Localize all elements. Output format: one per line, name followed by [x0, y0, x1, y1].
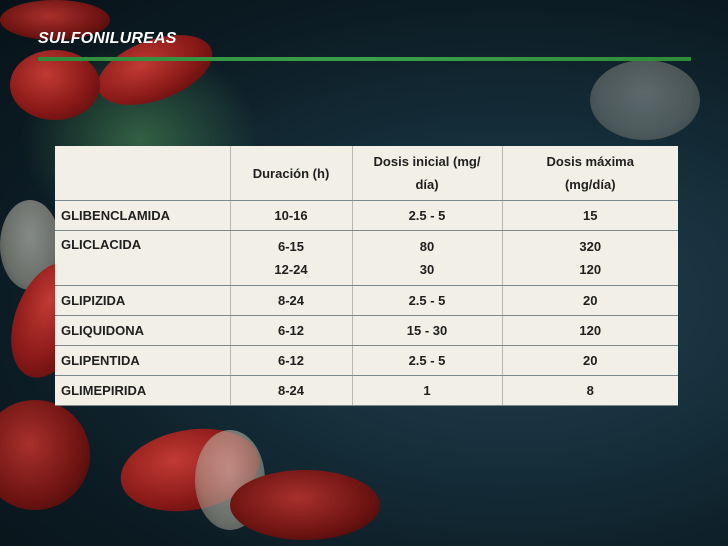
duracion-value: 8-24 — [230, 375, 353, 406]
blood-cell — [230, 470, 380, 540]
header-empty — [55, 146, 231, 201]
pale-cell — [590, 60, 700, 140]
drug-name: GLICLACIDA — [55, 230, 231, 286]
table-row: GLIPIZIDA 8-24 2.5 - 5 20 — [55, 285, 678, 316]
drug-name: GLIPIZIDA — [55, 285, 231, 316]
blood-cell — [0, 0, 110, 40]
duracion-value: 10-16 — [230, 200, 353, 231]
duracion-value: 6-12 — [230, 315, 353, 346]
header-dosis-inicial: Dosis inicial (mg/ día) — [352, 146, 503, 201]
duracion-value: 8-24 — [230, 285, 353, 316]
drug-name: GLIPENTIDA — [55, 345, 231, 376]
dosis-maxima-value: 20 — [502, 285, 678, 316]
table-row: GLIPENTIDA 6-12 2.5 - 5 20 — [55, 345, 678, 376]
table-row: GLIMEPIRIDA 8-24 1 8 — [55, 375, 678, 406]
dosis-inicial-value: 2.5 - 5 — [352, 345, 503, 376]
sulfonylureas-table: Duración (h) Dosis inicial (mg/ día) Dos… — [55, 146, 678, 406]
dosis-inicial-value: 15 - 30 — [352, 315, 503, 346]
dosis-maxima-value: 15 — [502, 200, 678, 231]
duracion-value: 6-12 — [230, 345, 353, 376]
dosis-maxima-value: 8 — [502, 375, 678, 406]
drug-name: GLIMEPIRIDA — [55, 375, 231, 406]
dosis-maxima-value: 320 120 — [502, 230, 678, 286]
dosis-maxima-value: 20 — [502, 345, 678, 376]
dosis-inicial-value: 2.5 - 5 — [352, 200, 503, 231]
duracion-value: 6-15 12-24 — [230, 230, 353, 286]
header-dosis-maxima: Dosis máxima (mg/día) — [502, 146, 678, 201]
table-row: GLIQUIDONA 6-12 15 - 30 120 — [55, 315, 678, 346]
drug-name: GLIQUIDONA — [55, 315, 231, 346]
table-row: GLIBENCLAMIDA 10-16 2.5 - 5 15 — [55, 200, 678, 231]
blood-cell — [0, 400, 90, 510]
blood-cell — [10, 50, 100, 120]
header-duracion: Duración (h) — [230, 146, 353, 201]
dosis-maxima-value: 120 — [502, 315, 678, 346]
title-divider — [38, 57, 691, 61]
dosis-inicial-value: 80 30 — [352, 230, 503, 286]
drug-name: GLIBENCLAMIDA — [55, 200, 231, 231]
table-row: GLICLACIDA 6-15 12-24 80 30 320 120 — [55, 230, 678, 286]
dosis-inicial-value: 1 — [352, 375, 503, 406]
dosis-inicial-value: 2.5 - 5 — [352, 285, 503, 316]
slide-title: SULFONILUREAS — [38, 30, 177, 47]
table-header-row: Duración (h) Dosis inicial (mg/ día) Dos… — [55, 146, 678, 201]
